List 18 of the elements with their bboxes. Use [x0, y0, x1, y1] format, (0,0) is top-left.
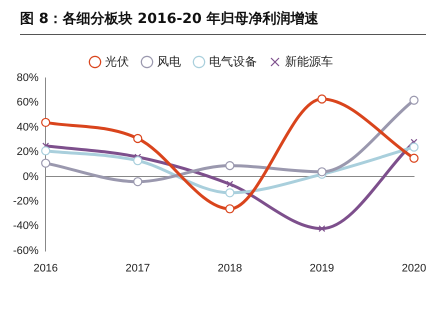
- x-tick-label: 2019: [310, 262, 334, 274]
- legend-label: 电气设备: [209, 54, 257, 68]
- y-tick-label: -60%: [12, 244, 39, 257]
- legend-label: 风电: [157, 54, 181, 68]
- y-tick-label: -20%: [12, 195, 39, 208]
- y-tick-label: -40%: [12, 220, 39, 232]
- x-tick-label: 2017: [126, 262, 150, 274]
- chart-title: 图 8：各细分板块 2016-20 年归母净利润增速: [20, 10, 426, 35]
- y-tick-label: 40%: [16, 121, 39, 134]
- x-tick-label: 2020: [402, 262, 426, 274]
- y-tick-label: 60%: [16, 96, 39, 109]
- x-tick-label: 2016: [33, 262, 58, 274]
- legend-label: 新能源车: [285, 54, 333, 68]
- y-tick-label: 80%: [16, 72, 39, 84]
- y-tick-label: 0%: [22, 170, 39, 183]
- y-tick-label: 20%: [16, 146, 39, 158]
- legend-label: 光伏: [105, 54, 129, 68]
- x-tick-label: 2018: [218, 262, 242, 274]
